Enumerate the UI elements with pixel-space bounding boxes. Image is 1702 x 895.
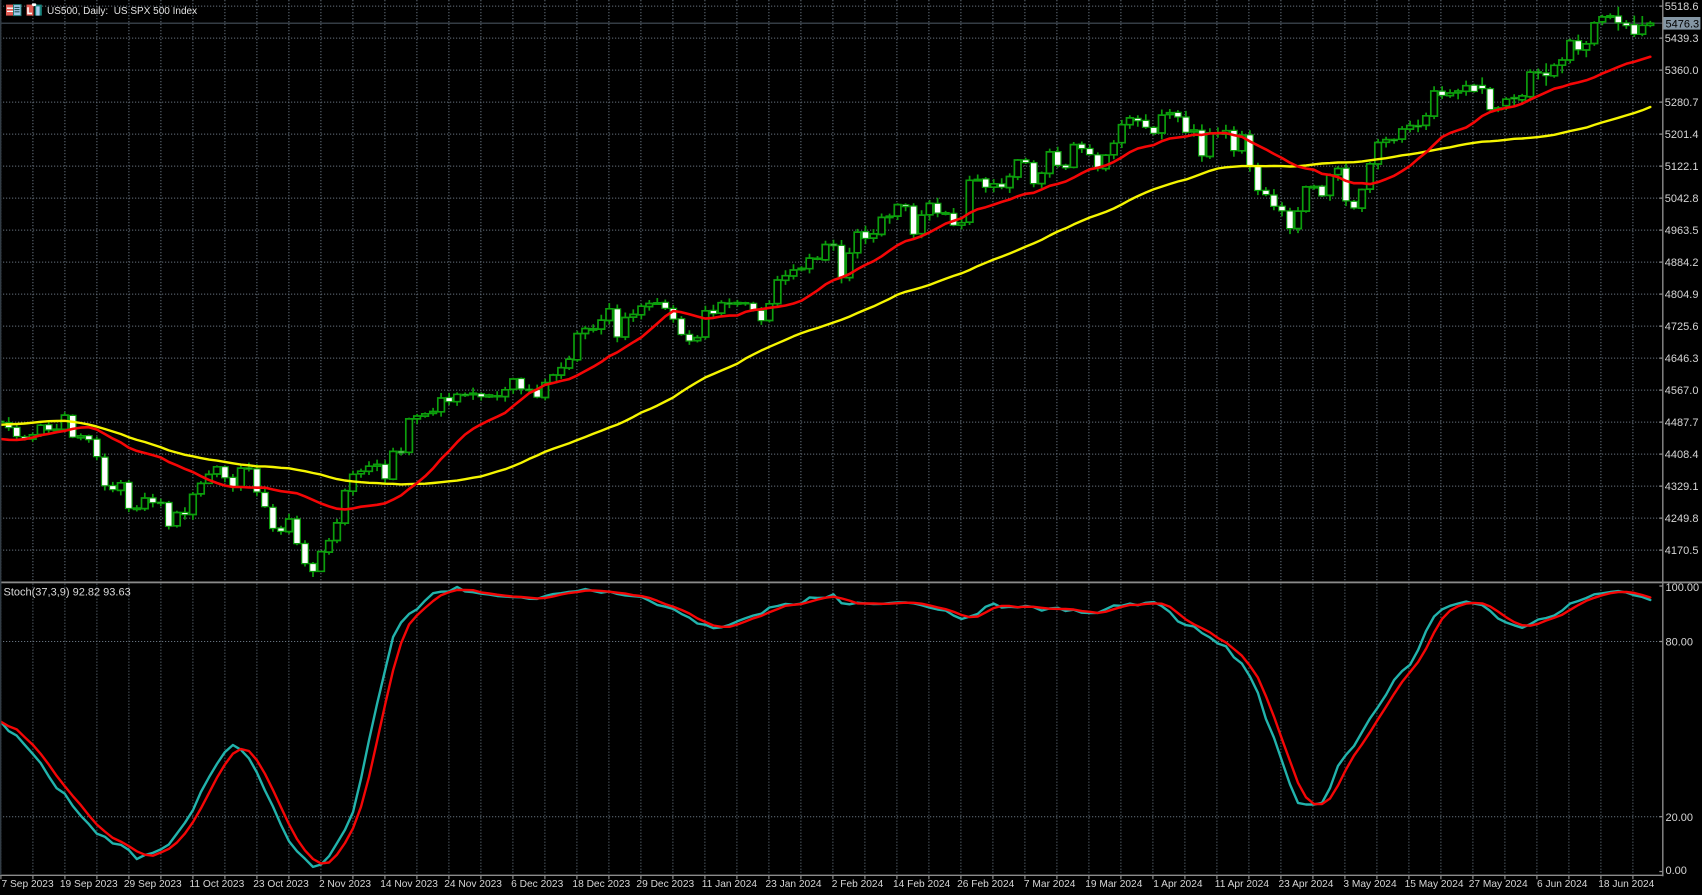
svg-text:4249.8: 4249.8 bbox=[1665, 513, 1699, 525]
svg-text:4804.9: 4804.9 bbox=[1665, 289, 1699, 301]
svg-text:2 Nov 2023: 2 Nov 2023 bbox=[319, 879, 371, 890]
svg-text:29 Dec 2023: 29 Dec 2023 bbox=[636, 879, 694, 890]
svg-text:4884.2: 4884.2 bbox=[1665, 257, 1699, 269]
svg-text:5439.3: 5439.3 bbox=[1665, 33, 1699, 45]
svg-text:5122.1: 5122.1 bbox=[1665, 161, 1699, 173]
svg-text:6 Jun 2024: 6 Jun 2024 bbox=[1537, 879, 1588, 890]
svg-text:4487.7: 4487.7 bbox=[1665, 417, 1699, 429]
svg-text:2 Feb 2024: 2 Feb 2024 bbox=[832, 879, 884, 890]
svg-text:20.00: 20.00 bbox=[1666, 812, 1694, 824]
svg-text:11 Oct 2023: 11 Oct 2023 bbox=[190, 879, 245, 890]
svg-text:Stoch(37,3,9) 92.82 93.63: Stoch(37,3,9) 92.82 93.63 bbox=[4, 587, 131, 599]
svg-text:24 Nov 2023: 24 Nov 2023 bbox=[444, 879, 502, 890]
svg-text:4408.4: 4408.4 bbox=[1665, 449, 1699, 461]
svg-text:23 Apr 2024: 23 Apr 2024 bbox=[1279, 879, 1334, 890]
svg-text:14 Feb 2024: 14 Feb 2024 bbox=[893, 879, 951, 890]
svg-text:6 Dec 2023: 6 Dec 2023 bbox=[511, 879, 563, 890]
svg-text:7 Mar 2024: 7 Mar 2024 bbox=[1024, 879, 1076, 890]
svg-text:1 Apr 2024: 1 Apr 2024 bbox=[1153, 879, 1203, 890]
svg-text:5201.4: 5201.4 bbox=[1665, 129, 1699, 141]
svg-text:5518.6: 5518.6 bbox=[1665, 1, 1699, 13]
svg-text:4646.3: 4646.3 bbox=[1665, 353, 1699, 365]
svg-text:23 Jan 2024: 23 Jan 2024 bbox=[765, 879, 821, 890]
svg-text:4725.6: 4725.6 bbox=[1665, 321, 1699, 333]
svg-text:5476.3: 5476.3 bbox=[1666, 18, 1700, 30]
svg-text:18 Dec 2023: 18 Dec 2023 bbox=[572, 879, 630, 890]
svg-text:7 Sep 2023: 7 Sep 2023 bbox=[2, 879, 54, 890]
svg-text:100.00: 100.00 bbox=[1666, 582, 1700, 594]
svg-text:80.00: 80.00 bbox=[1666, 637, 1694, 649]
svg-text:15 May 2024: 15 May 2024 bbox=[1405, 879, 1464, 890]
svg-text:26 Feb 2024: 26 Feb 2024 bbox=[957, 879, 1015, 890]
svg-text:23 Oct 2023: 23 Oct 2023 bbox=[253, 879, 309, 890]
svg-text:11 Jan 2024: 11 Jan 2024 bbox=[702, 879, 758, 890]
svg-text:4329.1: 4329.1 bbox=[1665, 481, 1699, 493]
svg-text:3 May 2024: 3 May 2024 bbox=[1343, 879, 1397, 890]
svg-text:5280.7: 5280.7 bbox=[1665, 97, 1699, 109]
svg-text:US500, Daily: US SPX 500 Inde: US500, Daily: US SPX 500 Index bbox=[47, 6, 197, 17]
svg-text:14 Nov 2023: 14 Nov 2023 bbox=[380, 879, 438, 890]
svg-text:4963.5: 4963.5 bbox=[1665, 225, 1699, 237]
svg-text:11 Apr 2024: 11 Apr 2024 bbox=[1215, 879, 1270, 890]
svg-text:0.00: 0.00 bbox=[1666, 865, 1687, 877]
svg-text:18 Jun 2024: 18 Jun 2024 bbox=[1598, 879, 1654, 890]
svg-text:19 Sep 2023: 19 Sep 2023 bbox=[60, 879, 118, 890]
svg-text:5042.8: 5042.8 bbox=[1665, 193, 1699, 205]
svg-text:29 Sep 2023: 29 Sep 2023 bbox=[124, 879, 182, 890]
svg-text:4567.0: 4567.0 bbox=[1665, 385, 1699, 397]
svg-text:19 Mar 2024: 19 Mar 2024 bbox=[1085, 879, 1143, 890]
svg-text:5360.0: 5360.0 bbox=[1665, 65, 1699, 77]
svg-text:27 May 2024: 27 May 2024 bbox=[1469, 879, 1528, 890]
svg-text:4170.5: 4170.5 bbox=[1665, 545, 1699, 557]
